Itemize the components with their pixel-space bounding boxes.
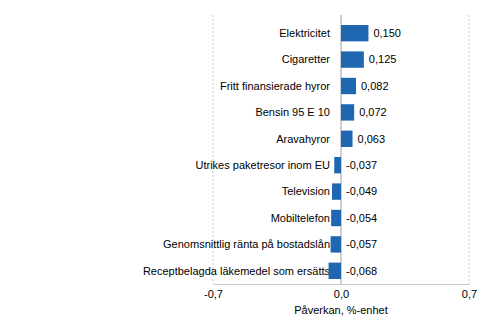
tick: 0,0 [334, 284, 349, 300]
category-label: Utrikes paketresor inom EU [196, 159, 331, 171]
data-label: 0,082 [361, 80, 389, 92]
bar [341, 78, 356, 94]
category-label: Aravahyror [276, 133, 330, 145]
grid-line [469, 15, 470, 284]
bar [331, 236, 341, 252]
bar [341, 104, 354, 120]
category-labels: Elektricitet Cigaretter Fritt finansierade… [143, 27, 331, 277]
category-label: Cigaretter [282, 53, 331, 65]
tick: 0,7 [462, 284, 477, 300]
category-label: Bensin 95 E 10 [255, 106, 330, 118]
x-axis: -0,7 0,0 0,7 [204, 284, 477, 300]
data-label: -0,068 [346, 265, 377, 277]
category-label: Fritt finansierade hyror [220, 80, 330, 92]
bar [331, 210, 341, 226]
chart: Elektricitet Cigaretter Fritt finansierade… [0, 0, 491, 330]
category-label: Genomsnittlig ränta på bostadslån [163, 238, 330, 250]
bar [332, 183, 341, 199]
category-label: Elektricitet [279, 27, 330, 39]
bar [341, 51, 364, 67]
tick-label: -0,7 [204, 288, 223, 300]
data-label: 0,072 [359, 106, 387, 118]
tick-label: 0,7 [462, 288, 477, 300]
data-label: 0,125 [369, 53, 397, 65]
bar [341, 131, 353, 147]
data-label: 0,063 [358, 133, 386, 145]
data-label: -0,049 [346, 185, 377, 197]
axis-line [214, 284, 470, 285]
data-label: -0,037 [346, 159, 377, 171]
tick: -0,7 [204, 284, 223, 300]
bar [329, 263, 341, 279]
data-label: -0,054 [346, 212, 377, 224]
data-labels: 0,150 0,125 0,082 0,072 0,063 -0,037 -0,049 -0,… [346, 27, 401, 277]
data-label: 0,150 [373, 27, 401, 39]
axis-title: Påverkan, %-enhet [294, 304, 388, 316]
category-label: Receptbelagda läkemedel som ersätts [143, 265, 331, 277]
data-label: -0,057 [346, 238, 377, 250]
bar [334, 157, 341, 173]
category-label: Television [282, 185, 330, 197]
bar [341, 25, 368, 41]
category-label: Mobiltelefon [271, 212, 330, 224]
tick-label: 0,0 [334, 288, 349, 300]
